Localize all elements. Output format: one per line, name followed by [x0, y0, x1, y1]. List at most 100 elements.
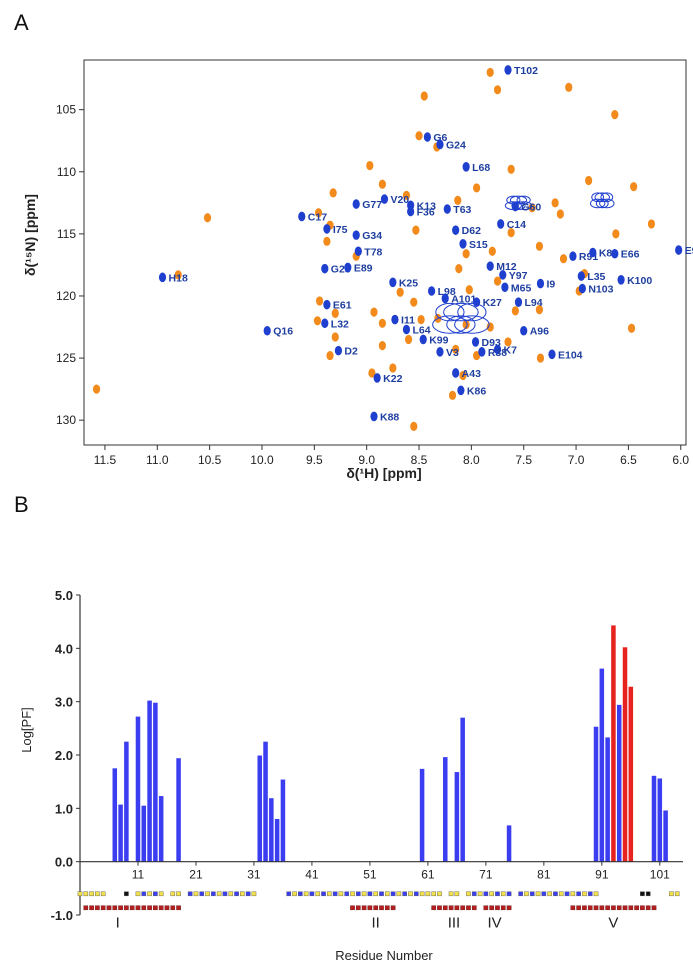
orange-peak [452, 344, 460, 354]
peak-label: T78 [364, 246, 382, 258]
blue-peak-cluster [435, 302, 465, 322]
blue-peak [486, 261, 494, 271]
nmr-x-tick-label: 11.5 [94, 453, 117, 467]
ss-marker [431, 891, 436, 897]
peak-label: G6 [433, 132, 447, 144]
ss-marker [373, 891, 379, 897]
orange-peak [535, 241, 544, 251]
ss-marker [413, 891, 419, 897]
orange-peak [535, 305, 544, 315]
ss-marker [211, 891, 216, 897]
peak-label: L68 [472, 162, 490, 174]
ss-marker [541, 891, 547, 897]
pf-y-tick-label: 4.0 [55, 641, 73, 656]
ss-marker [524, 891, 529, 897]
peak-label: R38 [488, 347, 507, 359]
ss-marker [448, 891, 454, 897]
ss-marker [245, 891, 251, 897]
orange-peak [417, 314, 425, 325]
strand-marker [437, 905, 442, 911]
pf-y-tick-label: 1.0 [55, 801, 73, 816]
peak-label: G60 [521, 202, 541, 214]
pf-bar-residue-64 [443, 757, 448, 862]
strand-marker [129, 905, 135, 911]
blue-peak [493, 344, 502, 355]
orange-peak [410, 421, 418, 431]
ss-marker [344, 891, 350, 897]
ss-marker [170, 891, 176, 897]
ss-marker [135, 891, 141, 897]
blue-peak [452, 368, 460, 378]
strand-marker [460, 905, 465, 911]
blue-peak [520, 325, 528, 336]
peak-label: A96 [530, 326, 549, 338]
peak-label: N103 [588, 284, 613, 296]
ss-marker [77, 891, 83, 897]
blue-peak-cluster [509, 195, 528, 205]
strand-marker [582, 905, 587, 911]
strand-marker [640, 905, 645, 911]
blue-peak-cluster [589, 198, 606, 209]
ss-marker [483, 891, 489, 897]
ss-marker [489, 891, 494, 897]
pf-bar-residue-75 [506, 825, 512, 862]
nmr-x-tick-label: 8.0 [463, 453, 480, 467]
orange-peak [370, 307, 378, 317]
ss-marker [437, 891, 442, 897]
peak-label: Y97 [509, 270, 528, 282]
blue-peak [589, 247, 597, 258]
nmr-x-tick-label: 8.5 [411, 453, 428, 467]
orange-peak [412, 225, 420, 235]
blue-peak [158, 272, 167, 283]
orange-peak [565, 82, 573, 92]
ss-marker [379, 891, 384, 897]
peak-label: M12 [496, 261, 517, 273]
ss-marker [674, 891, 680, 897]
ss-marker [315, 891, 321, 897]
ss-marker [529, 891, 535, 897]
nmr-y-tick-label: 125 [56, 351, 76, 365]
orange-peak [313, 316, 322, 326]
strand-marker [141, 905, 147, 911]
ss-marker [251, 891, 257, 897]
ss-marker [582, 891, 587, 897]
peak-label: G34 [362, 230, 382, 242]
blue-peak [569, 251, 577, 262]
orange-peak [314, 208, 323, 218]
peak-label: H18 [169, 272, 188, 284]
nmr-y-tick-label: 120 [56, 289, 76, 303]
blue-peak [298, 211, 306, 222]
strand-marker [164, 905, 170, 911]
peak-label: F36 [417, 207, 435, 219]
pf-x-tick-label: 61 [421, 868, 435, 882]
orange-peak [507, 164, 515, 174]
strand-marker [356, 905, 361, 911]
orange-peak [627, 323, 636, 333]
blue-peak-cluster [457, 302, 487, 322]
peak-label: D62 [462, 225, 481, 237]
strand-marker [454, 905, 460, 911]
blue-peak [427, 286, 436, 296]
pf-x-tick-label: 11 [132, 868, 145, 882]
ss-marker [564, 891, 570, 897]
nmr-y-tick-label: 115 [57, 227, 76, 241]
strand-marker [576, 905, 581, 911]
orange-peak [462, 319, 470, 330]
ss-marker [176, 891, 181, 897]
blue-peak [352, 230, 360, 240]
ss-marker [500, 891, 506, 897]
pf-x-tick-label: 21 [189, 868, 203, 882]
peak-label: L98 [438, 286, 456, 298]
strand-marker [605, 905, 610, 911]
strand-marker [158, 905, 164, 911]
ss-marker [419, 891, 425, 897]
pf-bar-residue-33 [263, 741, 268, 862]
blue-peak-cluster [432, 315, 468, 334]
blue-peak-cluster [599, 198, 615, 209]
blue-peak [373, 373, 381, 383]
strand-marker [350, 905, 355, 911]
nmr-x-tick-label: 6.0 [672, 453, 689, 467]
ss-marker [350, 891, 355, 897]
pf-bar-residue-90 [593, 726, 599, 862]
